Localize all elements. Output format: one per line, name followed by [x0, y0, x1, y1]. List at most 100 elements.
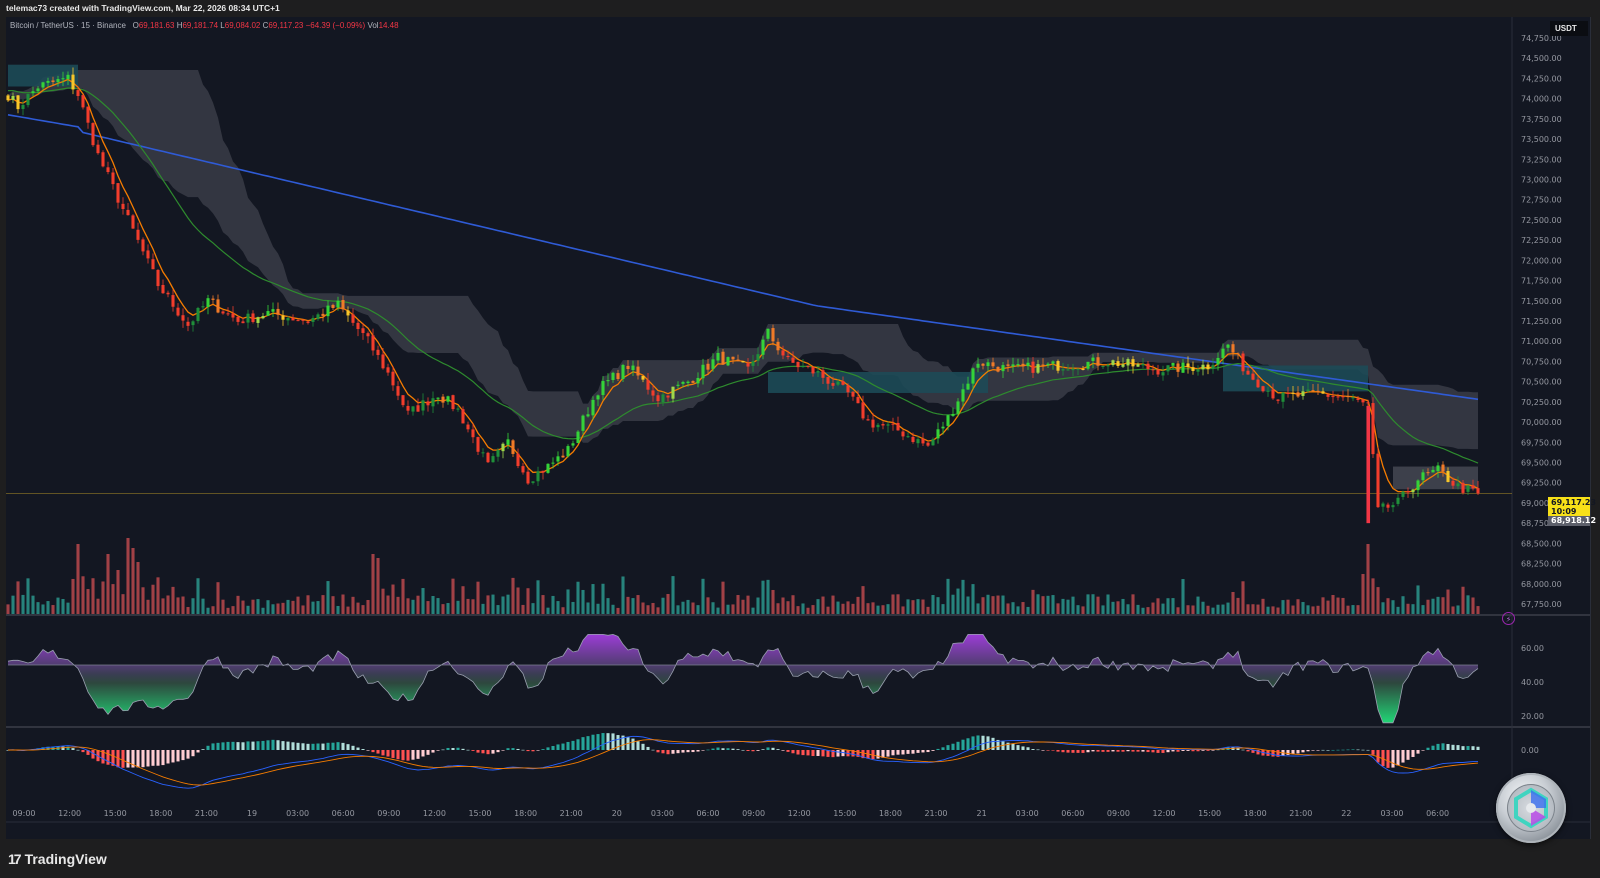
- candle: [151, 259, 155, 270]
- svg-text:18:00: 18:00: [1244, 809, 1267, 818]
- candle: [1251, 373, 1255, 380]
- svg-text:72,500.00: 72,500.00: [1521, 216, 1562, 225]
- svg-text:03:00: 03:00: [286, 809, 309, 818]
- candle: [1001, 365, 1005, 372]
- candle: [16, 95, 20, 110]
- candle: [976, 363, 980, 368]
- candle: [231, 313, 235, 318]
- candle: [1161, 372, 1165, 376]
- candle: [1456, 483, 1460, 487]
- candle: [471, 429, 475, 438]
- candle: [846, 385, 850, 393]
- candle: [1181, 362, 1185, 373]
- candle: [361, 328, 365, 334]
- candle: [261, 316, 265, 319]
- candle: [591, 399, 595, 416]
- candle: [241, 321, 245, 324]
- candle: [741, 361, 745, 363]
- bar-countdown: 10:09: [1551, 507, 1577, 516]
- candle: [701, 364, 705, 379]
- candle: [1206, 364, 1210, 370]
- candle: [156, 269, 160, 287]
- candle: [731, 356, 735, 360]
- svg-text:21:00: 21:00: [195, 809, 218, 818]
- candle: [211, 298, 215, 300]
- candle: [1011, 364, 1015, 367]
- candle: [431, 398, 435, 407]
- candle: [871, 419, 875, 428]
- candle: [461, 409, 465, 424]
- svg-text:68,750.00: 68,750.00: [1521, 519, 1562, 528]
- candle: [896, 422, 900, 431]
- svg-text:12:00: 12:00: [58, 809, 81, 818]
- svg-text:69,250.00: 69,250.00: [1521, 479, 1562, 488]
- candle: [291, 317, 295, 321]
- candle: [1061, 369, 1065, 371]
- tradingview-logo[interactable]: 17 TradingView: [8, 851, 107, 867]
- candle: [891, 423, 895, 425]
- candle: [421, 400, 425, 411]
- candle: [1041, 364, 1045, 366]
- candle: [196, 307, 200, 322]
- candle: [1331, 396, 1335, 398]
- candle: [1346, 396, 1350, 398]
- svg-text:40.00: 40.00: [1521, 678, 1544, 687]
- candle: [1036, 364, 1040, 373]
- candle: [271, 309, 275, 312]
- candle: [1436, 465, 1440, 472]
- candle: [971, 368, 975, 384]
- candle: [381, 354, 385, 369]
- candle: [1366, 402, 1370, 404]
- candle: [161, 284, 165, 294]
- candle: [1461, 482, 1465, 493]
- high-label: H: [176, 21, 183, 30]
- candle: [301, 319, 305, 321]
- svg-text:18:00: 18:00: [514, 809, 537, 818]
- currency-button[interactable]: USDT: [1550, 21, 1588, 36]
- svg-text:71,250.00: 71,250.00: [1521, 317, 1562, 326]
- chart-frame[interactable]: [6, 17, 1591, 839]
- candle: [901, 431, 905, 437]
- candle: [276, 308, 280, 315]
- candle: [576, 431, 580, 444]
- candle: [1096, 357, 1100, 366]
- candle: [821, 370, 825, 378]
- vol-value: 14.48: [378, 21, 399, 30]
- svg-text:74,750.00: 74,750.00: [1521, 34, 1562, 43]
- candle: [561, 455, 565, 458]
- svg-text:20: 20: [612, 809, 622, 818]
- candle: [1026, 362, 1030, 367]
- cloud-band: [8, 70, 1478, 450]
- candle: [66, 74, 70, 79]
- close-value: 69,117.23: [268, 21, 304, 30]
- candle: [416, 405, 420, 412]
- candle: [1411, 489, 1415, 493]
- candle: [981, 363, 985, 366]
- svg-text:09:00: 09:00: [742, 809, 765, 818]
- lightning-icon[interactable]: ⚡: [1502, 612, 1515, 625]
- candle: [711, 359, 715, 369]
- svg-text:20.00: 20.00: [1521, 712, 1544, 721]
- candle: [166, 292, 170, 295]
- candle: [286, 318, 290, 321]
- candle: [1301, 391, 1305, 396]
- symbol-name[interactable]: Bitcoin / TetherUS · 15 · Binance: [10, 21, 126, 30]
- svg-text:74,250.00: 74,250.00: [1521, 74, 1562, 83]
- svg-text:15:00: 15:00: [1198, 809, 1221, 818]
- candle: [681, 381, 685, 384]
- svg-text:09:00: 09:00: [377, 809, 400, 818]
- candle: [766, 328, 770, 339]
- candle: [806, 365, 810, 367]
- candle: [931, 439, 935, 446]
- svg-text:15:00: 15:00: [104, 809, 127, 818]
- svg-text:68,000.00: 68,000.00: [1521, 580, 1562, 589]
- candle: [751, 361, 755, 366]
- candle: [1356, 398, 1360, 401]
- svg-text:12:00: 12:00: [423, 809, 446, 818]
- svg-text:73,500.00: 73,500.00: [1521, 135, 1562, 144]
- tradingview-brand: TradingView: [24, 851, 107, 867]
- candle: [941, 426, 945, 429]
- candle: [831, 383, 835, 386]
- candle: [916, 439, 920, 444]
